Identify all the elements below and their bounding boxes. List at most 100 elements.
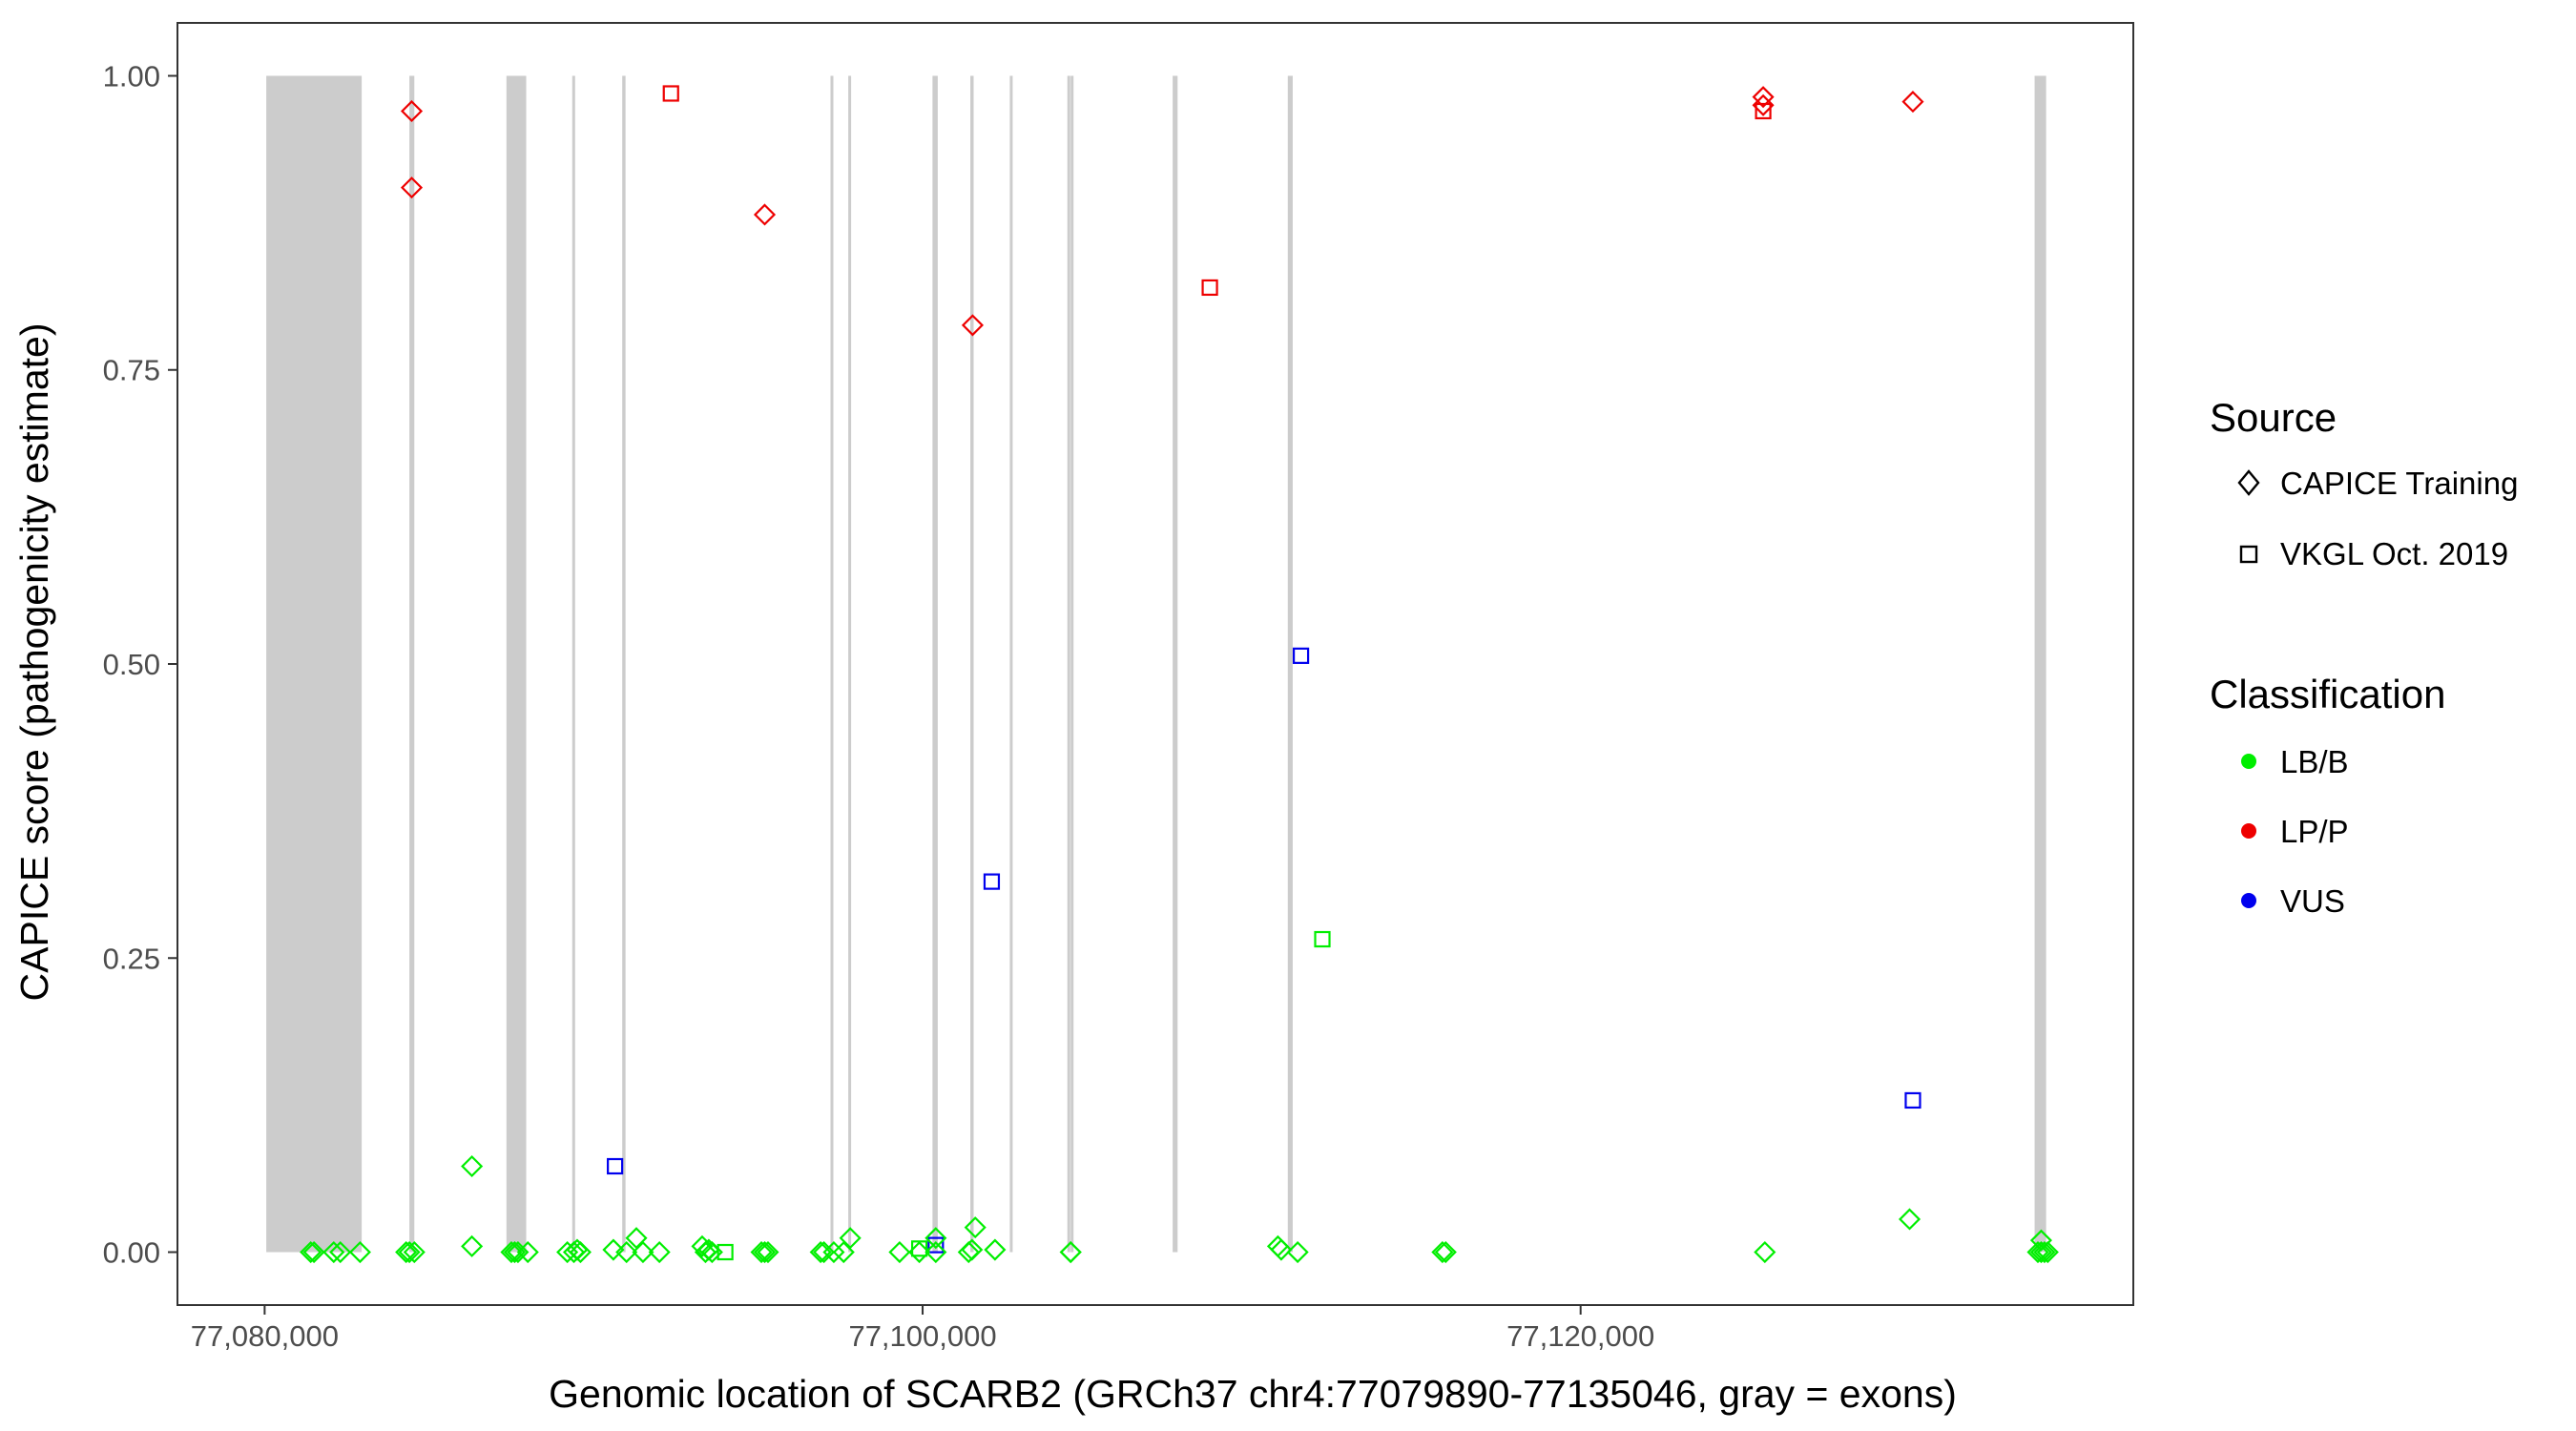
data-point-diamond bbox=[753, 1240, 777, 1264]
data-point-square bbox=[983, 873, 1001, 890]
data-point-diamond bbox=[2033, 1240, 2056, 1264]
data-point-diamond bbox=[395, 1240, 418, 1264]
data-point-square bbox=[1755, 102, 1772, 120]
exon-band bbox=[970, 75, 974, 1253]
data-point-diamond bbox=[302, 1240, 325, 1264]
data-point-diamond bbox=[984, 1238, 1007, 1261]
exon-band bbox=[2034, 75, 2046, 1253]
data-point-diamond bbox=[964, 1216, 987, 1239]
data-point-diamond bbox=[322, 1240, 345, 1264]
y-tick-label: 0.50 bbox=[103, 648, 160, 681]
legend-source-label: CAPICE Training bbox=[2280, 466, 2518, 501]
data-point-diamond bbox=[403, 1240, 426, 1264]
data-point-square bbox=[717, 1243, 734, 1261]
exon-band bbox=[1009, 75, 1013, 1253]
data-point-diamond bbox=[924, 1240, 947, 1264]
exon-band bbox=[1067, 75, 1070, 1253]
data-point-diamond bbox=[2026, 1240, 2049, 1264]
exon-bands bbox=[266, 75, 2046, 1253]
legend-diamond-icon bbox=[2237, 469, 2260, 496]
data-point-diamond bbox=[700, 1240, 723, 1264]
data-point-diamond bbox=[1270, 1238, 1293, 1261]
data-point-diamond bbox=[822, 1240, 845, 1264]
data-point-diamond bbox=[957, 1240, 980, 1264]
exon-band bbox=[932, 75, 938, 1253]
y-tick-label: 0.25 bbox=[103, 942, 160, 975]
data-point-diamond bbox=[569, 1240, 592, 1264]
exon-band bbox=[830, 75, 834, 1253]
exon-band bbox=[622, 75, 626, 1253]
data-point-diamond bbox=[1431, 1240, 1454, 1264]
y-tick-label: 0.00 bbox=[103, 1236, 160, 1270]
data-point-diamond bbox=[813, 1240, 836, 1264]
data-point-diamond bbox=[516, 1240, 539, 1264]
legend-source-title: Source bbox=[2210, 395, 2337, 440]
data-point-diamond bbox=[400, 176, 424, 199]
exon-band bbox=[1287, 75, 1293, 1253]
data-point-square bbox=[607, 1157, 624, 1175]
data-point-diamond bbox=[1754, 1240, 1776, 1264]
data-point-diamond bbox=[961, 1238, 984, 1261]
legend-dot-icon bbox=[2241, 823, 2256, 839]
data-point-diamond bbox=[461, 1154, 484, 1178]
legend-classification-label: VUS bbox=[2280, 883, 2345, 919]
data-point-diamond bbox=[625, 1227, 648, 1250]
data-point-diamond bbox=[500, 1240, 523, 1264]
legend-source-label: VKGL Oct. 2019 bbox=[2280, 536, 2508, 571]
legend-classification: Classification LB/B LP/P VUS bbox=[2210, 672, 2445, 919]
data-point-diamond bbox=[1752, 86, 1775, 109]
legend-classification-label: LP/P bbox=[2280, 814, 2349, 849]
data-point-diamond bbox=[753, 203, 777, 226]
data-point-square bbox=[662, 85, 679, 102]
legend-dot-icon bbox=[2241, 754, 2256, 769]
data-point-diamond bbox=[461, 1234, 484, 1257]
data-point-diamond bbox=[1901, 91, 1924, 114]
data-point-square bbox=[1904, 1091, 1922, 1110]
exon-band bbox=[571, 75, 575, 1253]
data-point-square bbox=[927, 1236, 945, 1254]
exon-band bbox=[848, 75, 852, 1253]
data-point-diamond bbox=[2029, 1229, 2053, 1252]
exon-band bbox=[506, 75, 527, 1253]
exon-band bbox=[1173, 75, 1178, 1253]
data-point-diamond bbox=[691, 1234, 714, 1257]
x-tick-label: 77,120,000 bbox=[1506, 1319, 1654, 1353]
data-point-diamond bbox=[1266, 1234, 1290, 1257]
exon-band bbox=[266, 75, 363, 1253]
legend-dot-icon bbox=[2241, 893, 2256, 908]
data-point-diamond bbox=[1434, 1240, 1457, 1264]
data-point-diamond bbox=[348, 1240, 371, 1264]
data-point-diamond bbox=[2029, 1240, 2053, 1264]
data-point-diamond bbox=[1286, 1240, 1309, 1264]
y-tick-label: 1.00 bbox=[103, 59, 160, 93]
x-tick-label: 77,080,000 bbox=[191, 1319, 339, 1353]
legend-square-icon bbox=[2239, 545, 2258, 564]
exon-band bbox=[409, 75, 415, 1253]
data-point-square bbox=[1314, 930, 1331, 948]
data-point-diamond bbox=[924, 1227, 947, 1250]
exon-band bbox=[1070, 75, 1074, 1253]
data-point-diamond bbox=[757, 1240, 779, 1264]
data-point-square bbox=[1292, 647, 1310, 664]
x-tick-label: 77,100,000 bbox=[848, 1319, 996, 1353]
data-point-diamond bbox=[832, 1240, 855, 1264]
data-point-diamond bbox=[750, 1240, 773, 1264]
data-point-diamond bbox=[1059, 1240, 1082, 1264]
data-point-diamond bbox=[839, 1227, 862, 1250]
data-point-diamond bbox=[908, 1240, 931, 1264]
data-point-diamond bbox=[507, 1240, 530, 1264]
x-axis-title: Genomic location of SCARB2 (GRCh37 chr4:… bbox=[549, 1372, 1957, 1416]
data-point-square bbox=[1201, 279, 1218, 297]
data-point-diamond bbox=[615, 1240, 638, 1264]
data-point-diamond bbox=[1898, 1208, 1922, 1231]
axes: 0.00 0.25 0.50 0.75 1.00 77,080,000 77,100,000… bbox=[103, 59, 1655, 1353]
data-point-diamond bbox=[648, 1240, 671, 1264]
data-point-diamond bbox=[398, 1240, 421, 1264]
data-point-diamond bbox=[961, 314, 985, 337]
data-point-diamond bbox=[566, 1238, 589, 1261]
data-point-diamond bbox=[400, 99, 424, 123]
legend-source: Source CAPICE Training VKGL Oct. 2019 bbox=[2210, 395, 2518, 571]
data-point-diamond bbox=[602, 1238, 625, 1261]
data-point-diamond bbox=[632, 1240, 654, 1264]
legend-classification-title: Classification bbox=[2210, 672, 2445, 716]
